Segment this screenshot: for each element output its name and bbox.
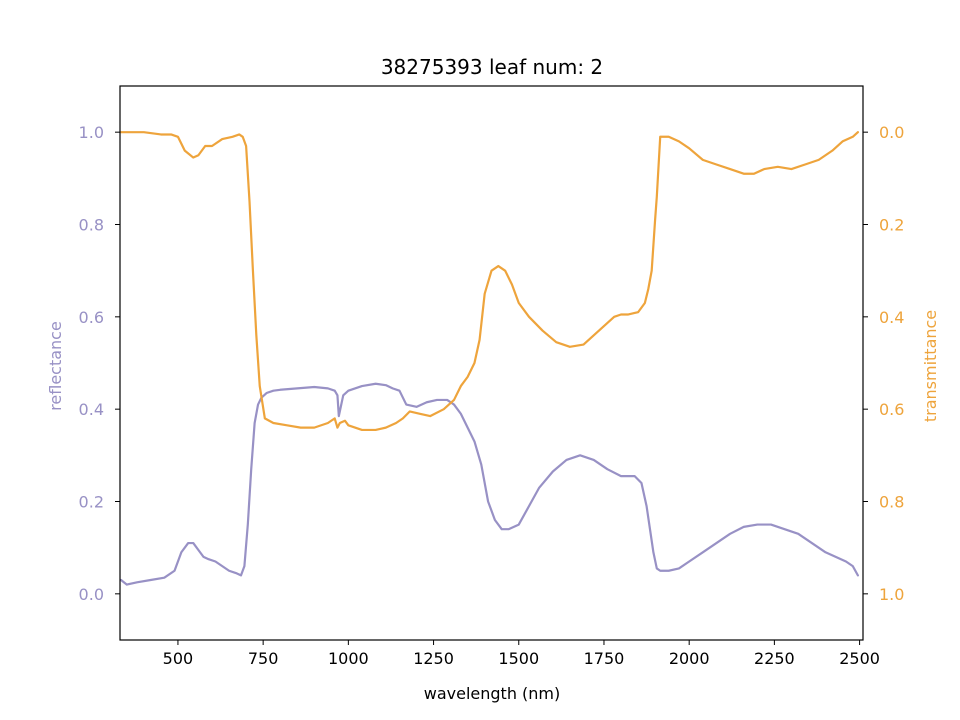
right-y-axis-label: transmittance <box>921 310 940 422</box>
right-y-axis: 0.0 0.2 0.4 0.6 0.8 1.0 <box>863 123 904 604</box>
left-y-tick-label: 0.2 <box>79 493 104 512</box>
left-y-axis: 0.0 0.2 0.4 0.6 0.8 1.0 <box>79 123 120 604</box>
left-y-tick-label: 0.0 <box>79 585 104 604</box>
x-tick-label: 500 <box>163 649 194 668</box>
series-layer <box>120 131 859 586</box>
x-tick-label: 1750 <box>584 649 625 668</box>
left-y-tick-label: 0.4 <box>79 400 104 419</box>
reflectance-line <box>120 382 859 586</box>
x-tick-label: 1000 <box>328 649 369 668</box>
transmittance-line <box>120 131 859 432</box>
right-y-tick-label: 0.0 <box>879 123 904 142</box>
x-tick-label: 1250 <box>413 649 454 668</box>
x-tick-label: 1500 <box>498 649 539 668</box>
right-y-tick-label: 0.4 <box>879 308 904 327</box>
x-axis-label: wavelength (nm) <box>424 684 561 703</box>
left-y-axis-label: reflectance <box>46 321 65 411</box>
axes-frame <box>119 85 864 641</box>
left-y-tick-label: 1.0 <box>79 123 104 142</box>
left-y-tick-label: 0.8 <box>79 216 104 235</box>
x-axis: 500 750 1000 1250 1500 1750 2000 2250 2500 <box>163 640 880 668</box>
right-y-tick-label: 0.2 <box>879 216 904 235</box>
chart-title: 38275393 leaf num: 2 <box>381 55 603 79</box>
x-tick-label: 750 <box>248 649 279 668</box>
left-y-tick-label: 0.6 <box>79 308 104 327</box>
x-tick-label: 2250 <box>754 649 795 668</box>
right-y-tick-label: 0.6 <box>879 400 904 419</box>
x-tick-label: 2500 <box>839 649 880 668</box>
plot-area <box>120 131 859 586</box>
right-y-tick-label: 0.8 <box>879 493 904 512</box>
right-y-tick-label: 1.0 <box>879 585 904 604</box>
x-tick-label: 2000 <box>669 649 710 668</box>
